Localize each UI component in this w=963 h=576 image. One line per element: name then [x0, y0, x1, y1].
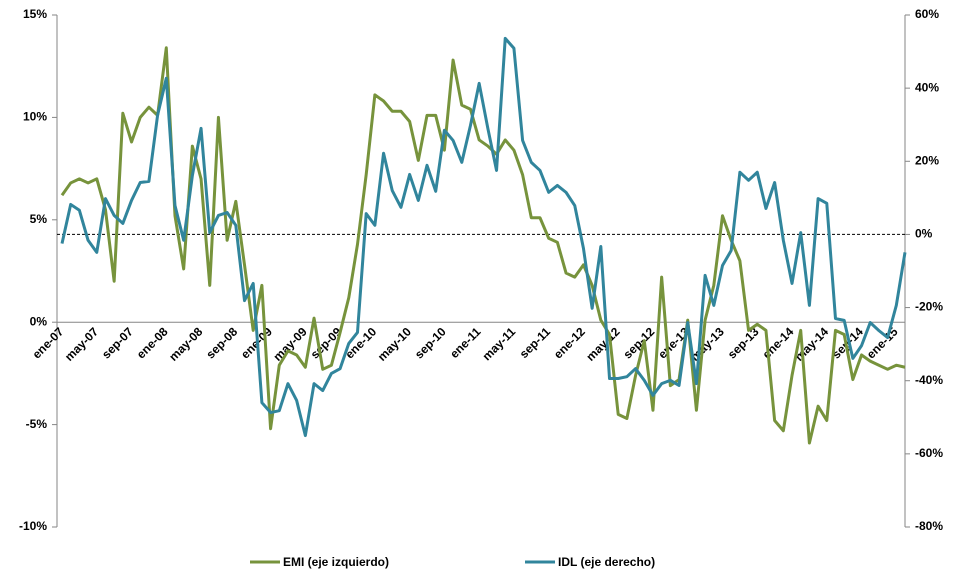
y2-tick-label: -80%: [915, 519, 943, 533]
x-tick-label: ene-15: [864, 324, 901, 361]
x-tick-label: sep-10: [412, 324, 449, 361]
y-tick-label: 0%: [30, 314, 48, 328]
y2-tick-label: -40%: [915, 373, 943, 387]
y-tick-label: -5%: [26, 417, 48, 431]
y2-tick-label: 0%: [915, 227, 933, 241]
x-tick-label: sep-11: [517, 324, 554, 361]
x-tick-label: may-09: [271, 324, 310, 363]
y2-tick-label: -60%: [915, 446, 943, 460]
x-tick-label: may-08: [166, 324, 205, 363]
y-tick-label: 10%: [23, 110, 47, 124]
x-tick-label: ene-08: [134, 324, 171, 361]
legend-label: IDL (eje derecho): [558, 555, 655, 569]
x-tick-label: may-07: [62, 324, 101, 363]
x-tick-label: sep-13: [725, 324, 762, 361]
x-tick-label: sep-08: [203, 324, 240, 361]
y2-tick-label: 40%: [915, 80, 939, 94]
series-line: [60, 36, 907, 438]
y-tick-label: 5%: [30, 212, 48, 226]
y-tick-label: -10%: [19, 519, 47, 533]
x-tick-label: ene-07: [30, 324, 67, 361]
x-tick-label: sep-07: [99, 324, 136, 361]
x-tick-label: may-12: [583, 324, 622, 363]
legend-label: EMI (eje izquierdo): [283, 555, 389, 569]
x-tick-label: ene-11: [447, 324, 484, 361]
x-tick-label: may-11: [480, 324, 519, 363]
x-tick-label: may-10: [375, 324, 414, 363]
x-tick-label: ene-12: [551, 324, 588, 361]
series-line: [60, 46, 906, 445]
y2-tick-label: -20%: [915, 300, 943, 314]
y2-tick-label: 60%: [915, 7, 939, 21]
y-tick-label: 15%: [23, 7, 47, 21]
y2-tick-label: 20%: [915, 153, 939, 167]
